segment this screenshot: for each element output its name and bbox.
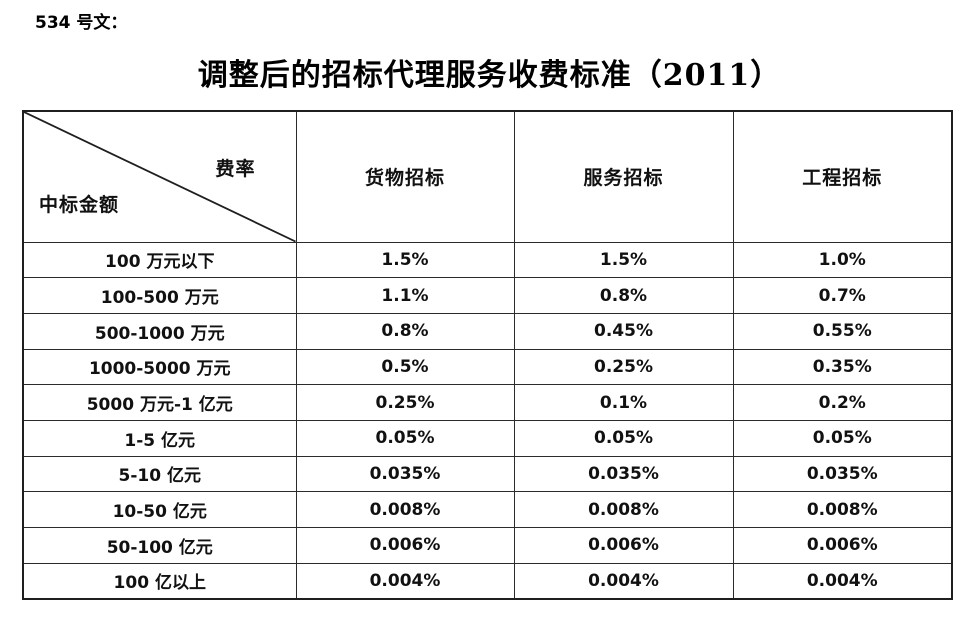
fee-table: 费率 中标金额 货物招标 服务招标 工程招标 100 万元以下 1.5% 1.5… — [22, 110, 953, 600]
corner-label-fee-rate: 费率 — [215, 158, 256, 180]
fee-cell: 1.5% — [513, 241, 734, 279]
fee-cell: 0.05% — [732, 419, 953, 457]
table-row: 100-500 万元 1.1% 0.8% 0.7% — [22, 277, 953, 314]
row-label: 1-5 亿元 — [22, 419, 297, 457]
fee-cell: 1.1% — [295, 277, 515, 314]
row-label: 50-100 亿元 — [22, 527, 297, 564]
table-header-row: 费率 中标金额 货物招标 服务招标 工程招标 — [22, 110, 953, 243]
column-header-engineering-tender: 工程招标 — [732, 110, 953, 243]
corner-label-bid-amount: 中标金额 — [39, 194, 120, 216]
page-title: 调整后的招标代理服务收费标准（2011） — [197, 58, 782, 93]
fee-cell: 0.035% — [513, 455, 734, 493]
fee-cell: 0.035% — [295, 455, 515, 493]
row-label: 10-50 亿元 — [22, 491, 297, 528]
fee-cell: 0.008% — [295, 491, 515, 528]
fee-cell: 0.006% — [295, 527, 515, 564]
fee-cell: 0.035% — [732, 455, 953, 493]
fee-cell: 0.006% — [732, 527, 953, 564]
row-label: 500-1000 万元 — [22, 312, 297, 350]
row-label: 100 亿以上 — [22, 562, 297, 600]
row-label: 100 万元以下 — [22, 241, 297, 279]
table-row: 5-10 亿元 0.035% 0.035% 0.035% — [22, 455, 953, 493]
table-row: 50-100 亿元 0.006% 0.006% 0.006% — [22, 527, 953, 564]
fee-cell: 0.8% — [295, 312, 515, 350]
fee-cell: 1.0% — [732, 241, 953, 279]
fee-cell: 0.35% — [732, 348, 953, 386]
fee-cell: 1.5% — [295, 241, 515, 279]
table-row: 1-5 亿元 0.05% 0.05% 0.05% — [22, 419, 953, 457]
table-row: 100 万元以下 1.5% 1.5% 1.0% — [22, 241, 953, 279]
fee-cell: 0.8% — [513, 277, 734, 314]
table-row: 1000-5000 万元 0.5% 0.25% 0.35% — [22, 348, 953, 386]
fee-cell: 0.7% — [732, 277, 953, 314]
row-label: 5-10 亿元 — [22, 455, 297, 493]
fee-cell: 0.05% — [513, 419, 734, 457]
doc-number-label: 534 号文： — [35, 13, 128, 33]
fee-cell: 0.008% — [732, 491, 953, 528]
column-header-service-tender: 服务招标 — [513, 110, 734, 243]
fee-cell: 0.004% — [732, 562, 953, 600]
column-header-goods-tender: 货物招标 — [295, 110, 515, 243]
fee-cell: 0.5% — [295, 348, 515, 386]
corner-header-cell: 费率 中标金额 — [22, 110, 297, 243]
fee-cell: 0.05% — [295, 419, 515, 457]
fee-cell: 0.55% — [732, 312, 953, 350]
row-label: 100-500 万元 — [22, 277, 297, 314]
table-row: 100 亿以上 0.004% 0.004% 0.004% — [22, 562, 953, 600]
fee-cell: 0.004% — [295, 562, 515, 600]
fee-cell: 0.45% — [513, 312, 734, 350]
row-label: 5000 万元-1 亿元 — [22, 384, 297, 421]
fee-cell: 0.008% — [513, 491, 734, 528]
fee-cell: 0.2% — [732, 384, 953, 421]
fee-cell: 0.1% — [513, 384, 734, 421]
row-label: 1000-5000 万元 — [22, 348, 297, 386]
diagonal-divider-line — [24, 112, 296, 242]
fee-cell: 0.006% — [513, 527, 734, 564]
fee-cell: 0.25% — [513, 348, 734, 386]
table-row: 5000 万元-1 亿元 0.25% 0.1% 0.2% — [22, 384, 953, 421]
fee-cell: 0.004% — [513, 562, 734, 600]
table-row: 10-50 亿元 0.008% 0.008% 0.008% — [22, 491, 953, 528]
fee-cell: 0.25% — [295, 384, 515, 421]
table-row: 500-1000 万元 0.8% 0.45% 0.55% — [22, 312, 953, 350]
